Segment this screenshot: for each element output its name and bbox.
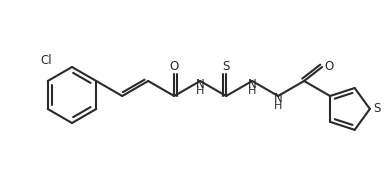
Text: S: S xyxy=(223,60,230,72)
Text: N: N xyxy=(274,93,283,106)
Text: H: H xyxy=(248,86,256,96)
Text: Cl: Cl xyxy=(40,54,52,67)
Text: H: H xyxy=(196,86,204,96)
Text: S: S xyxy=(373,102,381,115)
Text: O: O xyxy=(325,61,334,74)
Text: O: O xyxy=(170,60,179,72)
Text: N: N xyxy=(248,78,256,90)
Text: H: H xyxy=(274,101,282,111)
Text: N: N xyxy=(196,78,205,90)
